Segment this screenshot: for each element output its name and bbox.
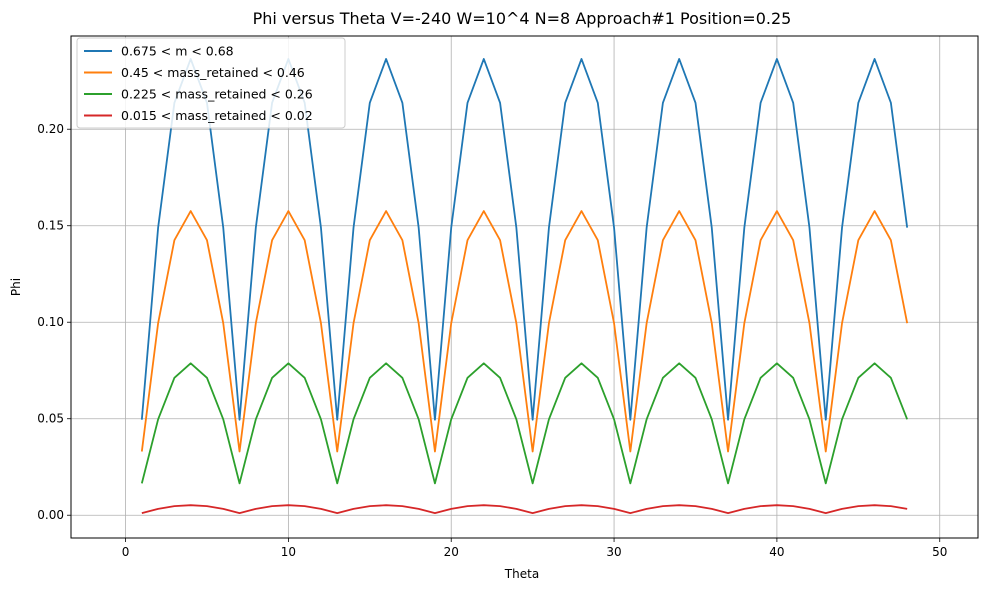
- y-tick-label: 0.00: [37, 508, 64, 522]
- x-tick-label: 40: [769, 545, 784, 559]
- x-tick-label: 10: [281, 545, 296, 559]
- y-tick-label: 0.15: [37, 219, 64, 233]
- x-tick-label: 30: [606, 545, 621, 559]
- x-tick-label: 0: [122, 545, 130, 559]
- y-axis-label: Phi: [9, 278, 23, 296]
- series-line-4: [141, 504, 908, 514]
- legend-label-3: 0.225 < mass_retained < 0.26: [121, 87, 313, 102]
- legend-box: [76, 37, 346, 129]
- legend-label-4: 0.015 < mass_retained < 0.02: [121, 108, 313, 123]
- series-line-3: [140, 362, 909, 485]
- y-axis-ticks: 0.00 0.05 0.10 0.15 0.20: [37, 122, 71, 522]
- x-tick-label: 20: [444, 545, 459, 559]
- y-tick-label: 0.20: [37, 122, 64, 136]
- chart-title: Phi versus Theta V=-240 W=10^4 N=8 Appro…: [253, 9, 792, 28]
- legend: 0.675 < m < 0.68 0.45 < mass_retained < 0…: [76, 37, 346, 129]
- legend-label-2: 0.45 < mass_retained < 0.46: [121, 65, 305, 80]
- x-axis-ticks: 0 10 20 30 40 50: [122, 538, 947, 559]
- x-tick-label: 50: [932, 545, 947, 559]
- y-tick-label: 0.05: [37, 412, 64, 426]
- x-axis-label: Theta: [504, 567, 539, 581]
- legend-label-1: 0.675 < m < 0.68: [121, 44, 234, 59]
- series-line-2: [140, 210, 909, 453]
- y-tick-label: 0.10: [37, 315, 64, 329]
- plot-frame: [70, 35, 979, 539]
